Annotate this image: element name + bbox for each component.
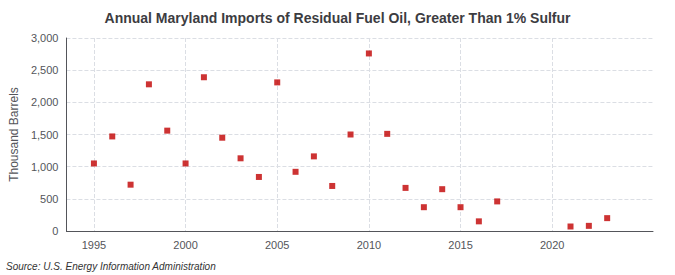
svg-text:1,500: 1,500 xyxy=(31,129,59,141)
svg-text:Thousand Barrels: Thousand Barrels xyxy=(7,87,21,182)
svg-text:2005: 2005 xyxy=(265,239,289,251)
svg-text:Source: U.S. Energy Informatio: Source: U.S. Energy Information Administ… xyxy=(6,261,216,272)
svg-text:500: 500 xyxy=(40,193,58,205)
svg-text:2,000: 2,000 xyxy=(31,96,59,108)
svg-text:1,000: 1,000 xyxy=(31,161,59,173)
svg-text:1995: 1995 xyxy=(82,239,106,251)
svg-text:Annual Maryland Imports of Res: Annual Maryland Imports of Residual Fuel… xyxy=(105,10,572,26)
svg-text:3,000: 3,000 xyxy=(31,32,59,44)
svg-text:2000: 2000 xyxy=(173,239,197,251)
svg-text:2020: 2020 xyxy=(540,239,564,251)
svg-text:2010: 2010 xyxy=(357,239,381,251)
svg-text:0: 0 xyxy=(52,225,58,237)
svg-text:2,500: 2,500 xyxy=(31,64,59,76)
svg-text:2015: 2015 xyxy=(448,239,472,251)
